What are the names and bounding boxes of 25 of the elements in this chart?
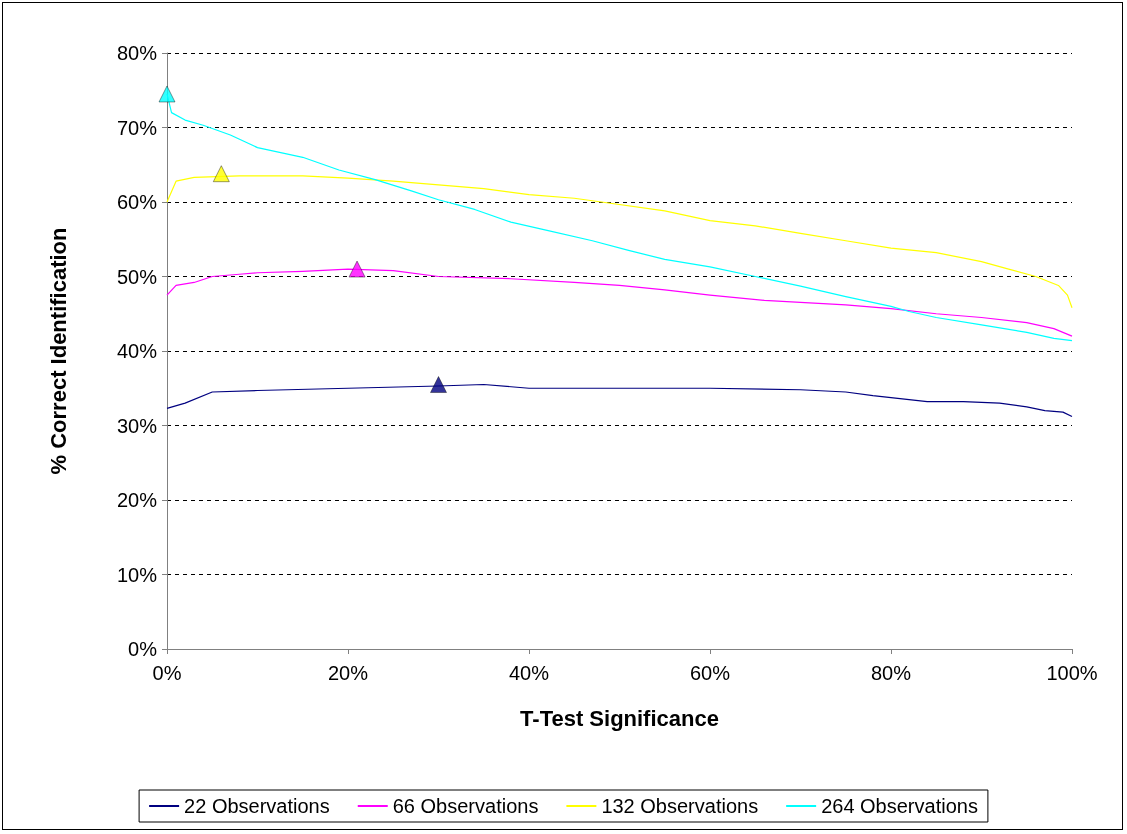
y-tick-label: 40% [116,340,158,362]
x-tick-label: 80% [870,662,912,684]
y-tick-label: 70% [116,116,158,139]
legend-label: 66 Observations [392,795,539,817]
y-axis-title: % Correct Identification [45,227,71,475]
x-axis-title: T-Test Significance [520,705,719,731]
y-tick-label: 60% [116,191,158,213]
y-tick-label: 80% [116,42,158,64]
x-tick-label: 20% [327,662,369,684]
point [348,260,366,278]
legend-label: 22 Observations [184,795,330,817]
y-tick-label: 30% [116,414,158,437]
x-tick-label: 40% [508,662,550,684]
x-tick-label: 100% [1046,662,1098,684]
x-tick-label: 0% [152,662,182,684]
point [158,85,176,103]
y-tick-label: 50% [116,265,158,288]
legend-label: 132 Observations [601,795,759,817]
x-tick-label: 60% [689,662,731,684]
legend-label: 264 Observations [821,795,978,817]
y-tick-label: 20% [116,489,158,511]
y-tick-label: 10% [116,563,158,586]
point [430,376,447,393]
point [213,165,230,182]
y-tick-label: 0% [128,638,158,660]
